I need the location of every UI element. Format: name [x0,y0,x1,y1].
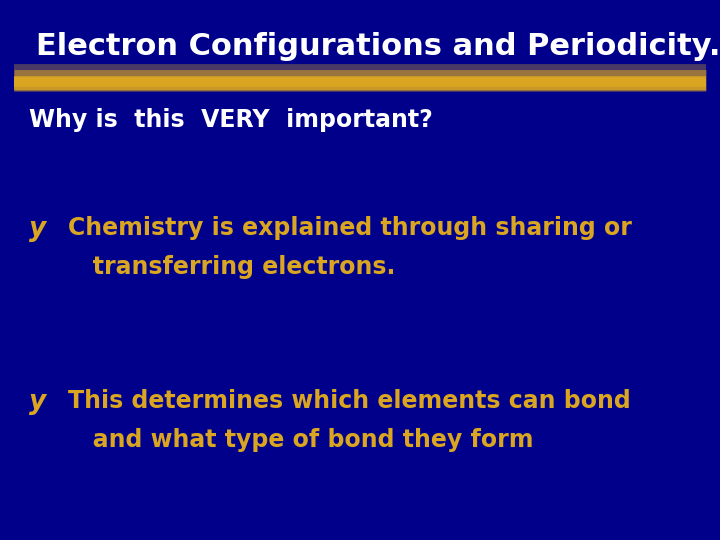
Text: y: y [29,389,46,415]
Text: Why is  this  VERY  important?: Why is this VERY important? [29,108,433,132]
Text: This determines which elements can bond
   and what type of bond they form: This determines which elements can bond … [68,389,631,452]
Text: Electron Configurations and Periodicity.: Electron Configurations and Periodicity. [36,32,720,62]
Text: Chemistry is explained through sharing or
   transferring electrons.: Chemistry is explained through sharing o… [68,216,632,279]
Text: y: y [29,216,46,242]
